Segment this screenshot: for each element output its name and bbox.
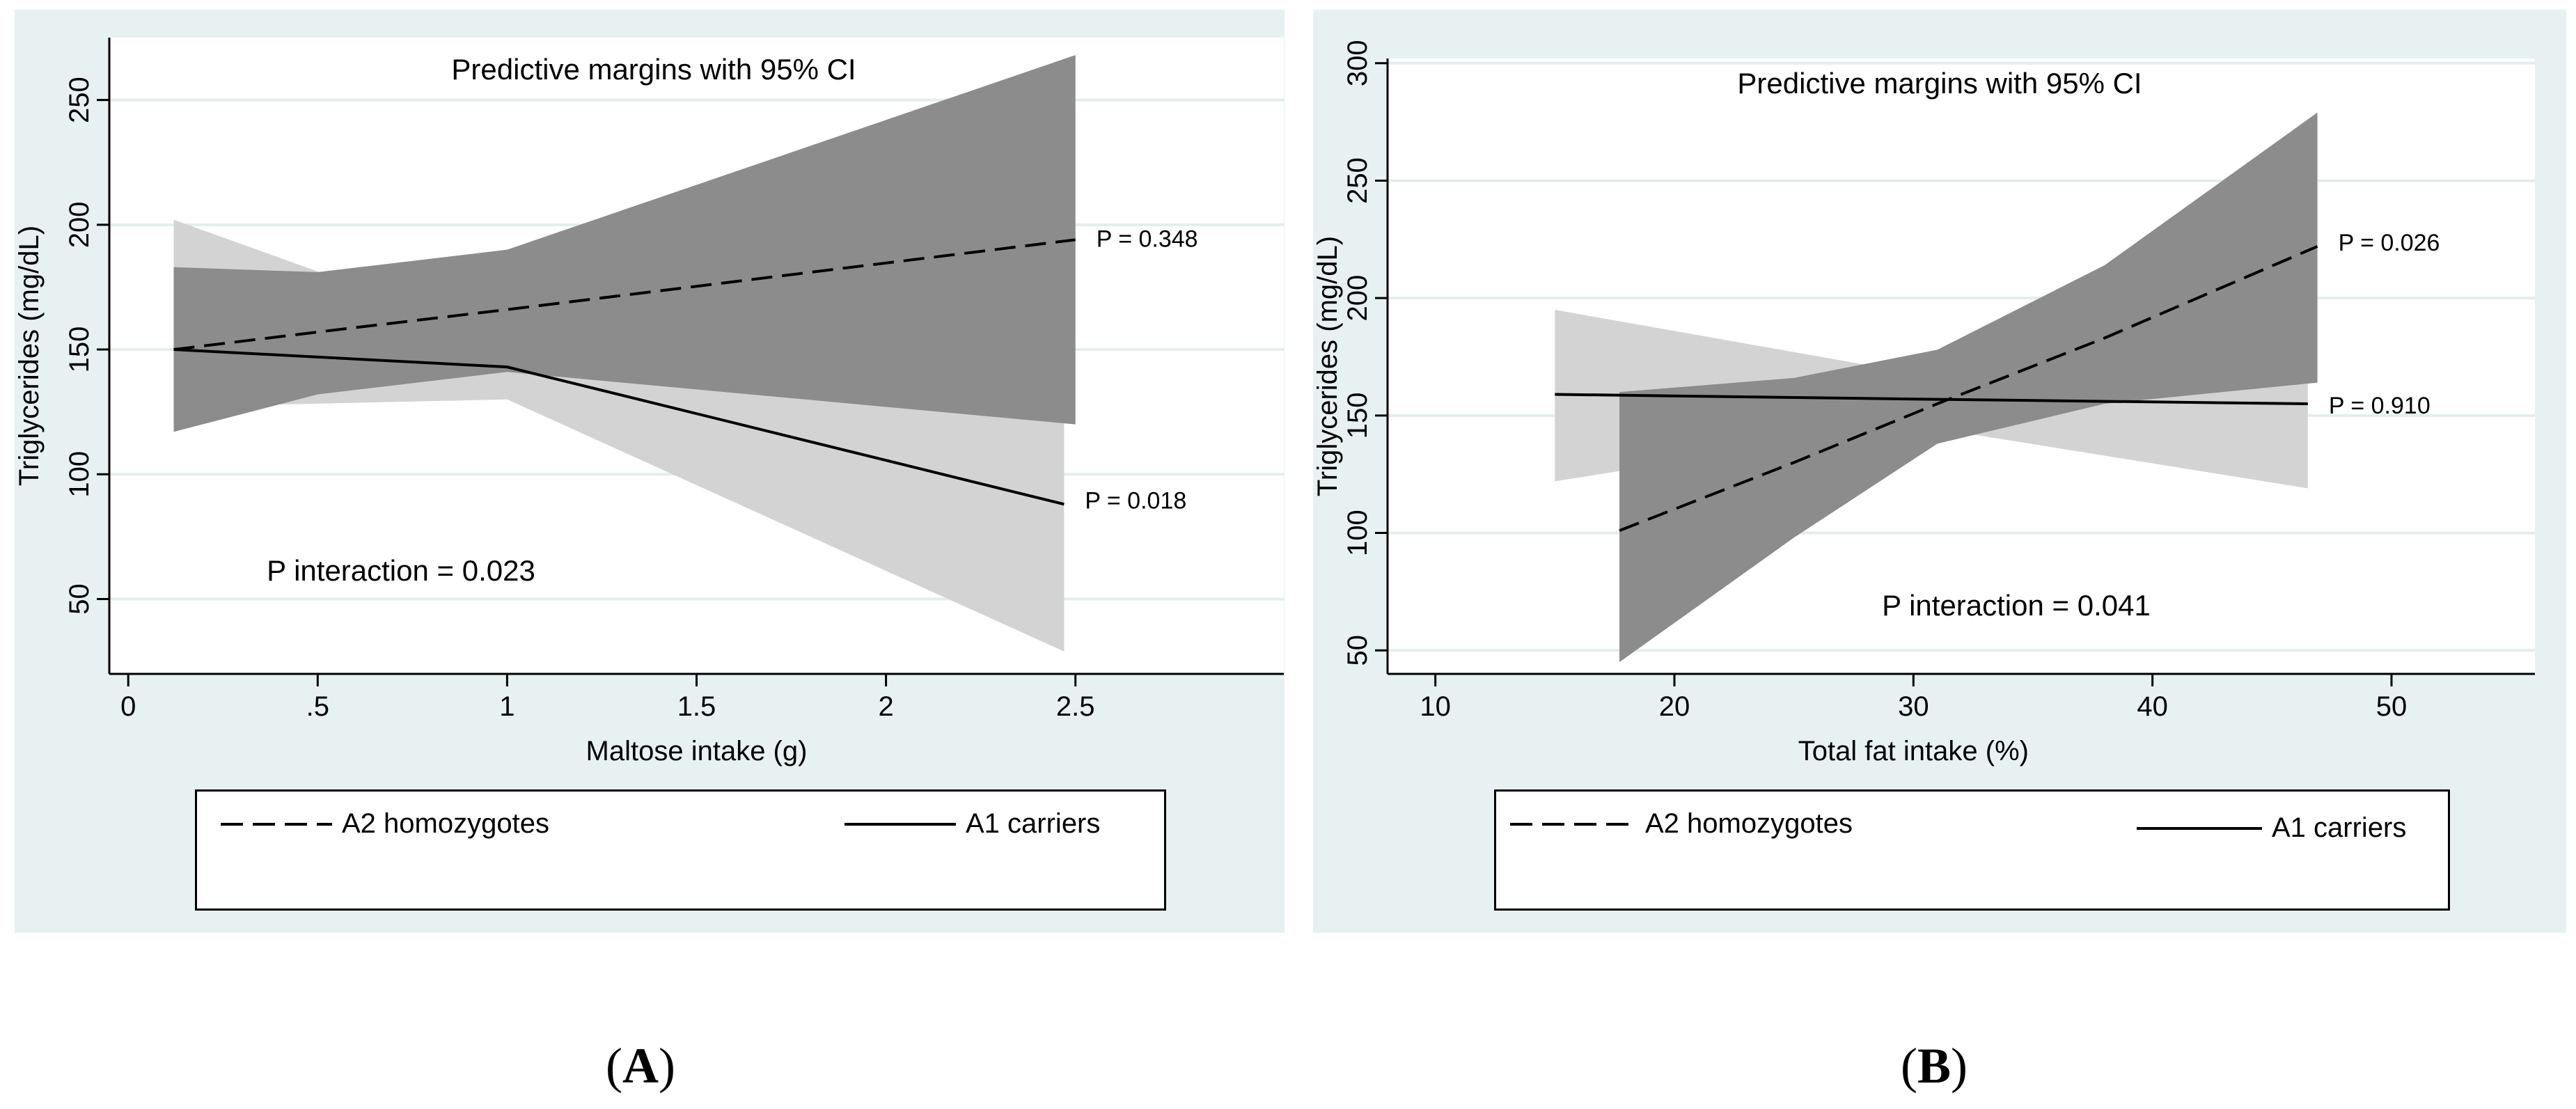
y-tick-label: 150 — [1342, 392, 1373, 439]
ci-band-a2-homozygotes — [173, 55, 1076, 432]
y-tick-label: 300 — [1342, 40, 1373, 86]
legend-a: A2 homozygotes A1 carriers — [195, 789, 1166, 911]
legend-entry-a2-homozygotes: A2 homozygotes — [1510, 808, 1853, 840]
x-tick-label: 50 — [2376, 691, 2408, 722]
series-line-a2-homozygotes — [173, 238, 1076, 352]
x-tick-label: 30 — [1898, 691, 1929, 722]
y-tick-label: 100 — [1342, 510, 1373, 556]
x-axis-title: Maltose intake (g) — [586, 736, 808, 766]
legend-label: A1 carriers — [966, 808, 1101, 839]
series-line-a1-carriers — [173, 348, 1065, 506]
x-tick-label: 0 — [120, 691, 136, 722]
p-interaction-annotation: P interaction = 0.041 — [1882, 589, 2151, 622]
x-axis-title: Total fat intake (%) — [1798, 736, 2029, 766]
y-tick-label: 100 — [64, 451, 95, 498]
chart-panel-a: 50 100 150 200 250 0 .5 1 1.5 2 2.5 Maltose intake … — [14, 10, 1285, 933]
y-tick-label: 50 — [64, 583, 95, 615]
legend-entry-a1-carriers: A1 carriers — [845, 808, 1100, 840]
p-value-label: P = 0.348 — [1097, 226, 1198, 252]
legend-label: A2 homozygotes — [1645, 808, 1853, 839]
legend-swatch-solid — [845, 822, 956, 826]
y-axis-title: Triglycerides (mg/dL) — [14, 226, 45, 486]
chart-title: Predictive margins with 95% CI — [451, 53, 856, 86]
x-tick-label: 1 — [499, 691, 515, 722]
legend-swatch-solid — [2137, 826, 2262, 830]
chart-title: Predictive margins with 95% CI — [1737, 67, 2142, 100]
legend-b: A2 homozygotes A1 carriers — [1494, 789, 2450, 911]
p-value-label: P = 0.018 — [1085, 487, 1186, 514]
legend-entry-a2-homozygotes: A2 homozygotes — [221, 808, 549, 840]
y-tick-label: 250 — [64, 77, 95, 123]
x-tick-label: 2.5 — [1056, 691, 1095, 722]
panel-label-a: (A) — [606, 1038, 675, 1094]
series-line-a1-carriers — [1555, 393, 2308, 405]
x-tick-label: 2 — [878, 691, 893, 722]
x-tick-label: 20 — [1659, 691, 1690, 722]
legend-swatch-dashed — [221, 822, 332, 826]
legend-entry-a1-carriers: A1 carriers — [2137, 812, 2406, 844]
series-line-a2-homozygotes — [1619, 245, 2318, 533]
plot-area-a: 50 100 150 200 250 0 .5 1 1.5 2 2.5 Maltose intake … — [14, 38, 1284, 766]
x-tick-label: 40 — [2137, 691, 2168, 722]
p-value-label: P = 0.910 — [2329, 393, 2430, 419]
plot-area-b: 50 100 150 200 250 300 10 20 30 40 50 Total fat int… — [1312, 40, 2535, 766]
y-axis-title: Triglycerides (mg/dL) — [1312, 236, 1343, 496]
x-tick-label: 1.5 — [677, 691, 716, 722]
x-tick-label: .5 — [306, 691, 329, 722]
panel-label-b: (B) — [1901, 1038, 1968, 1094]
y-tick-label: 200 — [1342, 275, 1373, 322]
p-interaction-annotation: P interaction = 0.023 — [267, 554, 535, 587]
y-tick-label: 250 — [1342, 157, 1373, 204]
ci-band-a2-homozygotes — [1619, 112, 2318, 663]
legend-label: A1 carriers — [2272, 812, 2407, 843]
y-tick-label: 150 — [64, 327, 95, 373]
x-tick-label: 10 — [1420, 691, 1451, 722]
p-value-label: P = 0.026 — [2339, 230, 2440, 256]
chart-panel-b: 50 100 150 200 250 300 10 20 30 40 50 Total fat int… — [1312, 10, 2566, 933]
legend-swatch-dashed — [1510, 822, 1635, 826]
y-tick-label: 50 — [1342, 635, 1373, 666]
y-tick-label: 200 — [64, 201, 95, 248]
legend-label: A2 homozygotes — [342, 808, 549, 839]
